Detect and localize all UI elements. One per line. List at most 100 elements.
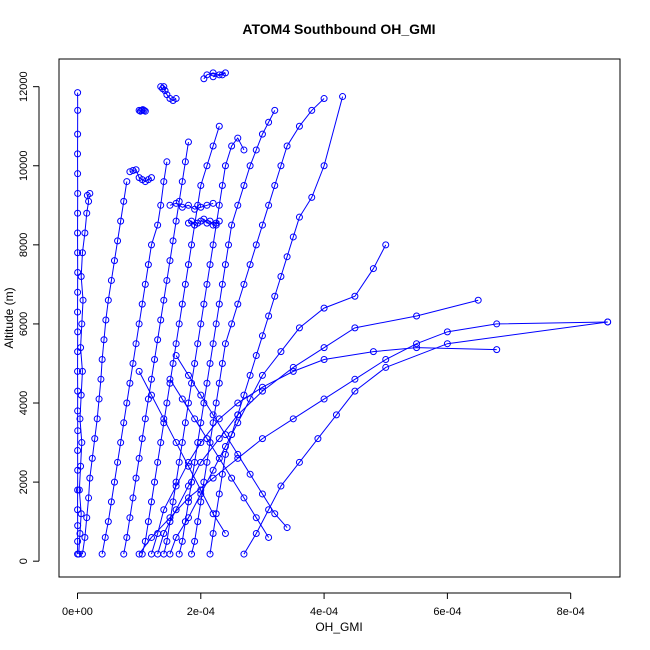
data-point [203,162,211,170]
data-point [77,272,85,280]
data-point [114,458,122,466]
data-point [289,415,297,423]
data-point [77,344,85,352]
data-point [107,276,115,284]
data-point [252,146,260,154]
data-point [212,510,220,518]
data-point [86,189,94,197]
data-point [221,340,229,348]
data-point [74,387,82,395]
data-point [221,443,229,451]
data-point [74,150,82,158]
data-point [206,359,214,367]
data-point [218,470,226,478]
data-point [215,122,223,130]
data-point [74,446,82,454]
profile-line [138,371,226,534]
data-point [209,530,217,537]
data-point [283,142,291,150]
data-point [129,167,137,175]
data-point [218,182,226,190]
data-point [234,134,242,142]
data-point [215,490,223,498]
data-point [78,320,86,328]
data-point [141,415,149,423]
data-point [166,201,174,209]
data-point [78,550,86,558]
data-point [332,411,340,419]
y-axis-label: Altitude (m) [2,287,16,348]
data-point [181,419,189,427]
data-point [209,142,217,150]
data-point [163,399,171,407]
data-point [200,300,208,308]
data-point [147,533,155,541]
data-point [166,550,174,558]
data-point [252,241,260,249]
data-point [151,356,159,364]
x-tick-label: 0e+00 [62,606,93,618]
data-point [320,95,328,103]
data-point [271,292,279,300]
data-point [197,498,205,506]
data-point [604,318,612,326]
data-point [295,458,303,466]
data-point [74,308,82,316]
data-point [160,415,168,423]
data-point [209,419,217,427]
data-point [246,470,254,478]
data-point [74,506,82,514]
data-point [138,106,146,114]
data-point [265,533,273,541]
data-point [178,537,186,545]
data-point [258,371,266,379]
data-point [75,486,83,494]
data-point [228,474,236,482]
data-point [443,328,451,336]
data-point [126,514,134,522]
data-point [184,514,192,522]
data-point [369,348,377,356]
y-tick-label: 2000 [18,470,30,494]
data-point [197,320,205,328]
data-point [79,296,87,304]
profile-line [138,321,608,555]
data-point [191,415,199,423]
data-point [320,395,328,403]
data-point [178,178,186,186]
profile-line [81,181,128,555]
data-point [194,340,202,348]
data-point [144,518,152,526]
profile-line [243,321,608,555]
data-point [209,241,217,249]
data-point [382,356,390,364]
data-point [147,391,155,399]
data-point [218,71,226,79]
data-point [104,296,112,304]
data-point [234,411,242,419]
data-point [86,474,94,482]
data-point [97,375,105,383]
data-point [172,217,180,225]
data-point [215,379,223,387]
chart-title: ATOM4 Southbound OH_GMI [242,21,435,37]
data-point [320,356,328,364]
profile-line [101,161,168,555]
data-point [320,304,328,312]
data-point [203,280,211,288]
data-point [413,312,421,320]
data-point [172,482,180,490]
data-point [172,95,180,103]
profile-line [78,193,91,555]
data-point [265,506,273,514]
profile-lines [77,72,608,555]
data-point [271,510,279,518]
data-point [215,454,223,462]
data-point [154,458,162,466]
data-point [206,261,214,269]
data-point [240,182,248,190]
data-point [98,550,106,558]
data-point [157,83,165,91]
data-point [200,478,208,486]
